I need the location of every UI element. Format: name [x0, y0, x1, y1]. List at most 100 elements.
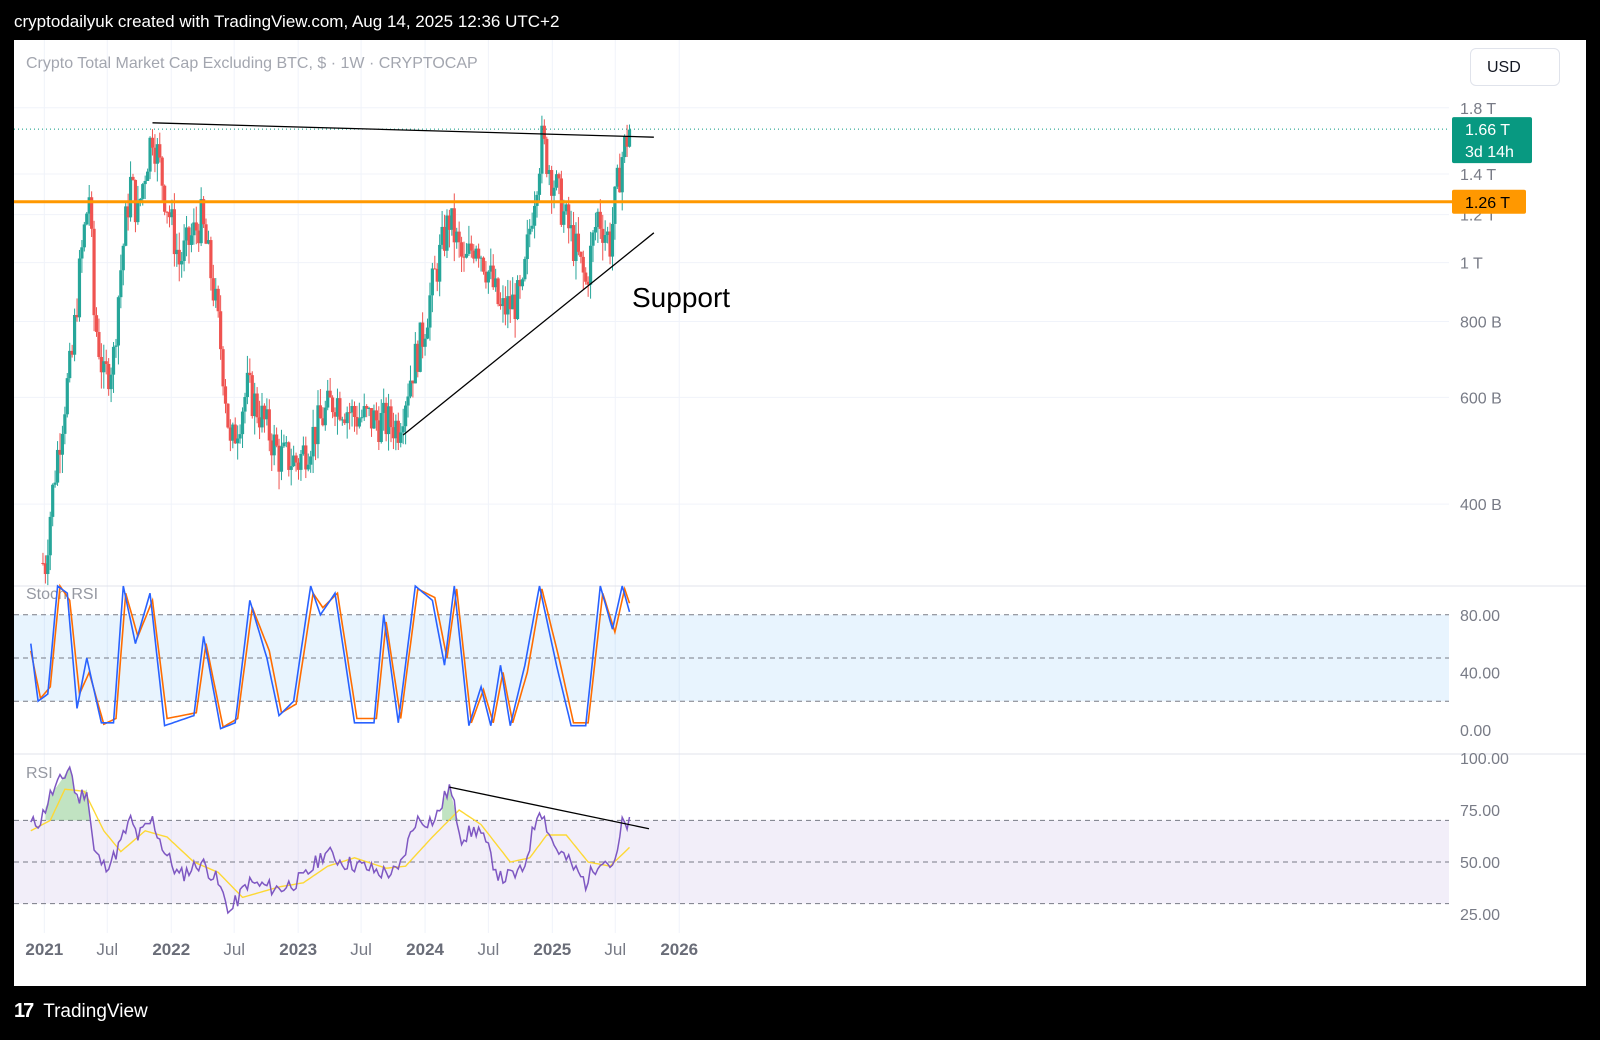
candle-body [163, 185, 167, 212]
candle-body [545, 138, 549, 174]
candle [498, 292, 503, 310]
candle [425, 318, 430, 340]
time-axis-label: Jul [96, 940, 118, 959]
candle-body [484, 271, 488, 283]
candle [143, 175, 147, 200]
candle-body [262, 405, 267, 420]
candle-body [552, 187, 556, 196]
candle [165, 211, 169, 224]
candle [569, 210, 573, 242]
candle [520, 277, 525, 291]
candle-body [165, 211, 169, 213]
candle-body [588, 245, 593, 285]
candle-body [265, 409, 269, 420]
candle-body [593, 227, 598, 233]
candle-body [615, 167, 619, 187]
candle-body [43, 563, 47, 575]
candle-body [623, 136, 627, 158]
candle-body [326, 390, 330, 408]
candle [330, 395, 335, 419]
candle-body [452, 208, 456, 243]
currency-button[interactable]: USD [1470, 48, 1560, 86]
candle [136, 185, 140, 225]
candle-body [172, 209, 176, 255]
candle [194, 206, 198, 245]
candle-body [299, 453, 303, 470]
candle-body [107, 363, 111, 390]
candle-body [184, 227, 189, 241]
candle [77, 249, 82, 322]
candle-body [279, 446, 284, 472]
candle [182, 224, 186, 272]
candle [606, 226, 610, 244]
candle-body [576, 233, 581, 252]
candle-body [496, 278, 500, 305]
candle [296, 458, 301, 480]
time-axis-label: Jul [350, 940, 372, 959]
candle-body [292, 455, 296, 467]
candle-body [80, 247, 84, 259]
candle [618, 153, 622, 193]
candle-body [187, 227, 191, 245]
candle-body [506, 296, 510, 315]
candle [221, 346, 225, 396]
candle [365, 404, 369, 418]
candle [82, 221, 86, 252]
candle-body [141, 184, 145, 199]
candle-body [494, 278, 498, 288]
chart-frame[interactable]: Stoch RSI RSI 2021 Jul 2022 Jul 2023 Jul 2024 J… [14, 40, 1586, 986]
candle [175, 233, 179, 267]
candle-body [313, 426, 318, 445]
candle [615, 164, 619, 189]
candle-body [486, 271, 490, 283]
candle [214, 278, 218, 308]
candle [435, 263, 439, 292]
candle-body [501, 298, 505, 307]
candle-body [143, 180, 147, 185]
candle [571, 211, 576, 267]
candle [540, 115, 544, 184]
candle-body [474, 248, 478, 259]
candle [377, 406, 381, 451]
rsi-band-fill [14, 820, 1449, 904]
rsi-axis-label: 50.00 [1460, 855, 1500, 872]
candle-body [391, 427, 396, 439]
candle [477, 243, 481, 268]
candle [153, 134, 157, 173]
price-axis-label: 1 T [1460, 256, 1483, 273]
chart-canvas[interactable]: Stoch RSI RSI 2021 Jul 2022 Jul 2023 Jul 2024 J… [14, 40, 1586, 986]
candle [593, 212, 598, 241]
candle-body [428, 295, 432, 328]
candle [391, 412, 396, 450]
time-axis-label: Jul [604, 940, 626, 959]
candle-body [170, 209, 174, 218]
candle-body [515, 280, 520, 320]
candle [294, 452, 298, 472]
candle [109, 367, 113, 403]
candle-body [323, 407, 327, 426]
candle [121, 243, 125, 286]
candle [46, 539, 50, 586]
candle-body [214, 288, 218, 301]
candle [574, 222, 578, 280]
candle-body [121, 245, 125, 271]
candle-body [199, 199, 203, 244]
candle [352, 401, 357, 432]
candle [345, 406, 349, 439]
candle-body [177, 249, 181, 265]
candle-body [223, 386, 228, 404]
candle [389, 399, 393, 443]
candle-body [498, 304, 503, 307]
candle [187, 226, 191, 264]
candle-body [567, 204, 571, 229]
candle [199, 187, 203, 247]
rsi-axis-label: 100.00 [1460, 751, 1509, 768]
candle [85, 211, 89, 226]
candle-body [343, 419, 347, 424]
candle [245, 355, 249, 405]
candle [501, 285, 505, 323]
candle-body [109, 374, 113, 390]
rsi-axis-label: 75.00 [1460, 803, 1500, 820]
candle-body [270, 440, 274, 456]
candle-body [243, 397, 247, 412]
